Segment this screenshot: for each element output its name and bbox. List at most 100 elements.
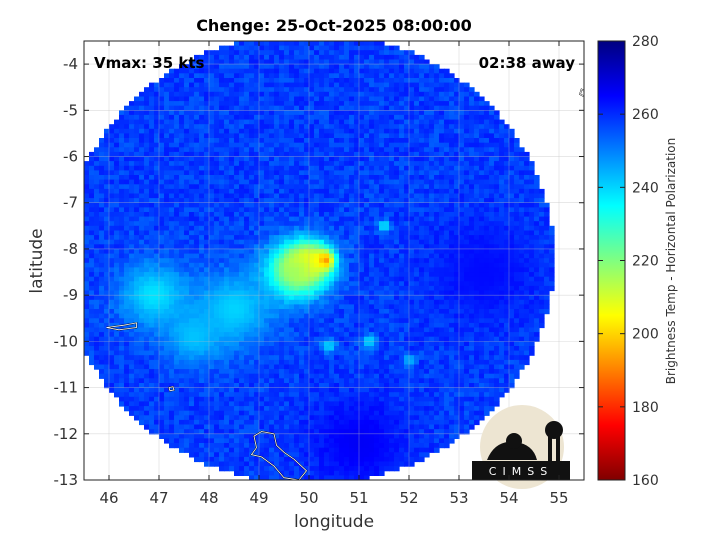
heatmap-cell — [344, 124, 350, 130]
heatmap-cell — [134, 151, 140, 158]
heatmap-cell — [169, 258, 175, 264]
heatmap-cell — [159, 309, 165, 315]
heatmap-cell — [249, 212, 255, 218]
heatmap-cell — [444, 304, 450, 310]
heatmap-cell — [169, 156, 175, 162]
heatmap-cell — [194, 253, 200, 259]
heatmap-cell — [499, 221, 505, 227]
heatmap-cell — [439, 161, 445, 167]
heatmap-cell — [114, 188, 120, 195]
heatmap-cell — [529, 221, 535, 227]
heatmap-cell — [219, 138, 225, 144]
heatmap-cell — [369, 147, 375, 153]
heatmap-cell — [329, 156, 335, 162]
heatmap-cell — [149, 133, 155, 139]
heatmap-cell — [144, 175, 150, 181]
heatmap-cell — [229, 212, 235, 218]
heatmap-cell — [409, 184, 415, 190]
heatmap-cell — [229, 193, 235, 199]
heatmap-cell — [229, 239, 235, 245]
heatmap-cell — [109, 239, 115, 245]
heatmap-cell — [149, 170, 155, 176]
heatmap-cell — [259, 258, 265, 264]
heatmap-cell — [404, 142, 410, 148]
heatmap-cell — [409, 170, 415, 176]
heatmap-cell — [149, 91, 155, 97]
heatmap-cell — [189, 87, 195, 93]
heatmap-cell — [354, 281, 360, 287]
heatmap-cell — [214, 179, 220, 185]
heatmap-cell — [299, 235, 305, 241]
heatmap-cell — [214, 244, 220, 250]
heatmap-cell — [199, 262, 205, 268]
heatmap-cell — [294, 290, 300, 296]
heatmap-cell — [344, 281, 350, 287]
heatmap-cell — [399, 91, 405, 97]
heatmap-cell — [324, 239, 330, 245]
heatmap-cell — [189, 267, 195, 273]
heatmap-cell — [249, 299, 255, 305]
heatmap-cell — [374, 221, 380, 227]
heatmap-cell — [364, 101, 370, 107]
heatmap-cell — [404, 73, 410, 79]
heatmap-cell — [199, 64, 205, 70]
heatmap-cell — [369, 184, 375, 190]
heatmap-cell — [244, 165, 250, 171]
heatmap-cell — [349, 147, 355, 153]
heatmap-cell — [244, 304, 250, 310]
heatmap-cell — [484, 304, 490, 310]
heatmap-cell — [269, 133, 275, 139]
heatmap-cell — [134, 193, 140, 199]
heatmap-cell — [84, 221, 90, 227]
heatmap-cell — [259, 91, 265, 97]
heatmap-cell — [494, 272, 500, 278]
heatmap-cell — [274, 198, 280, 204]
heatmap-cell — [409, 101, 415, 107]
heatmap-cell — [494, 212, 500, 218]
heatmap-cell — [354, 285, 360, 292]
heatmap-cell — [429, 142, 435, 148]
heatmap-cell — [269, 45, 275, 51]
heatmap-cell — [219, 299, 225, 305]
heatmap-cell — [494, 202, 500, 208]
heatmap-cell — [389, 96, 395, 102]
heatmap-cell — [469, 318, 475, 324]
heatmap-cell — [414, 78, 420, 84]
heatmap-cell — [549, 230, 555, 236]
heatmap-cell — [489, 225, 495, 231]
heatmap-cell — [304, 119, 310, 125]
heatmap-cell — [409, 304, 415, 310]
heatmap-cell — [344, 299, 350, 305]
heatmap-cell — [194, 128, 200, 134]
heatmap-cell — [479, 216, 485, 222]
heatmap-cell — [519, 304, 525, 310]
heatmap-cell — [99, 235, 105, 241]
heatmap-cell — [149, 124, 155, 130]
heatmap-cell — [319, 193, 325, 199]
heatmap-cell — [279, 119, 285, 125]
heatmap-cell — [394, 73, 400, 79]
heatmap-cell — [299, 78, 305, 84]
heatmap-cell — [399, 64, 405, 70]
heatmap-cell — [409, 290, 415, 296]
heatmap-cell — [399, 105, 405, 111]
heatmap-cell — [389, 188, 395, 195]
heatmap-cell — [264, 124, 270, 130]
heatmap-cell — [99, 262, 105, 268]
heatmap-cell — [219, 295, 225, 301]
heatmap-cell — [359, 59, 365, 65]
heatmap-cell — [324, 54, 330, 61]
heatmap-cell — [329, 142, 335, 148]
heatmap-cell — [299, 82, 305, 88]
heatmap-cell — [429, 221, 435, 227]
heatmap-cell — [404, 161, 410, 167]
heatmap-cell — [149, 114, 155, 121]
heatmap-cell — [174, 276, 180, 282]
heatmap-cell — [319, 212, 325, 218]
heatmap-cell — [134, 299, 140, 305]
heatmap-cell — [534, 309, 540, 315]
heatmap-cell — [284, 262, 290, 268]
heatmap-cell — [319, 276, 325, 282]
heatmap-cell — [354, 295, 360, 301]
heatmap-cell — [214, 248, 220, 255]
